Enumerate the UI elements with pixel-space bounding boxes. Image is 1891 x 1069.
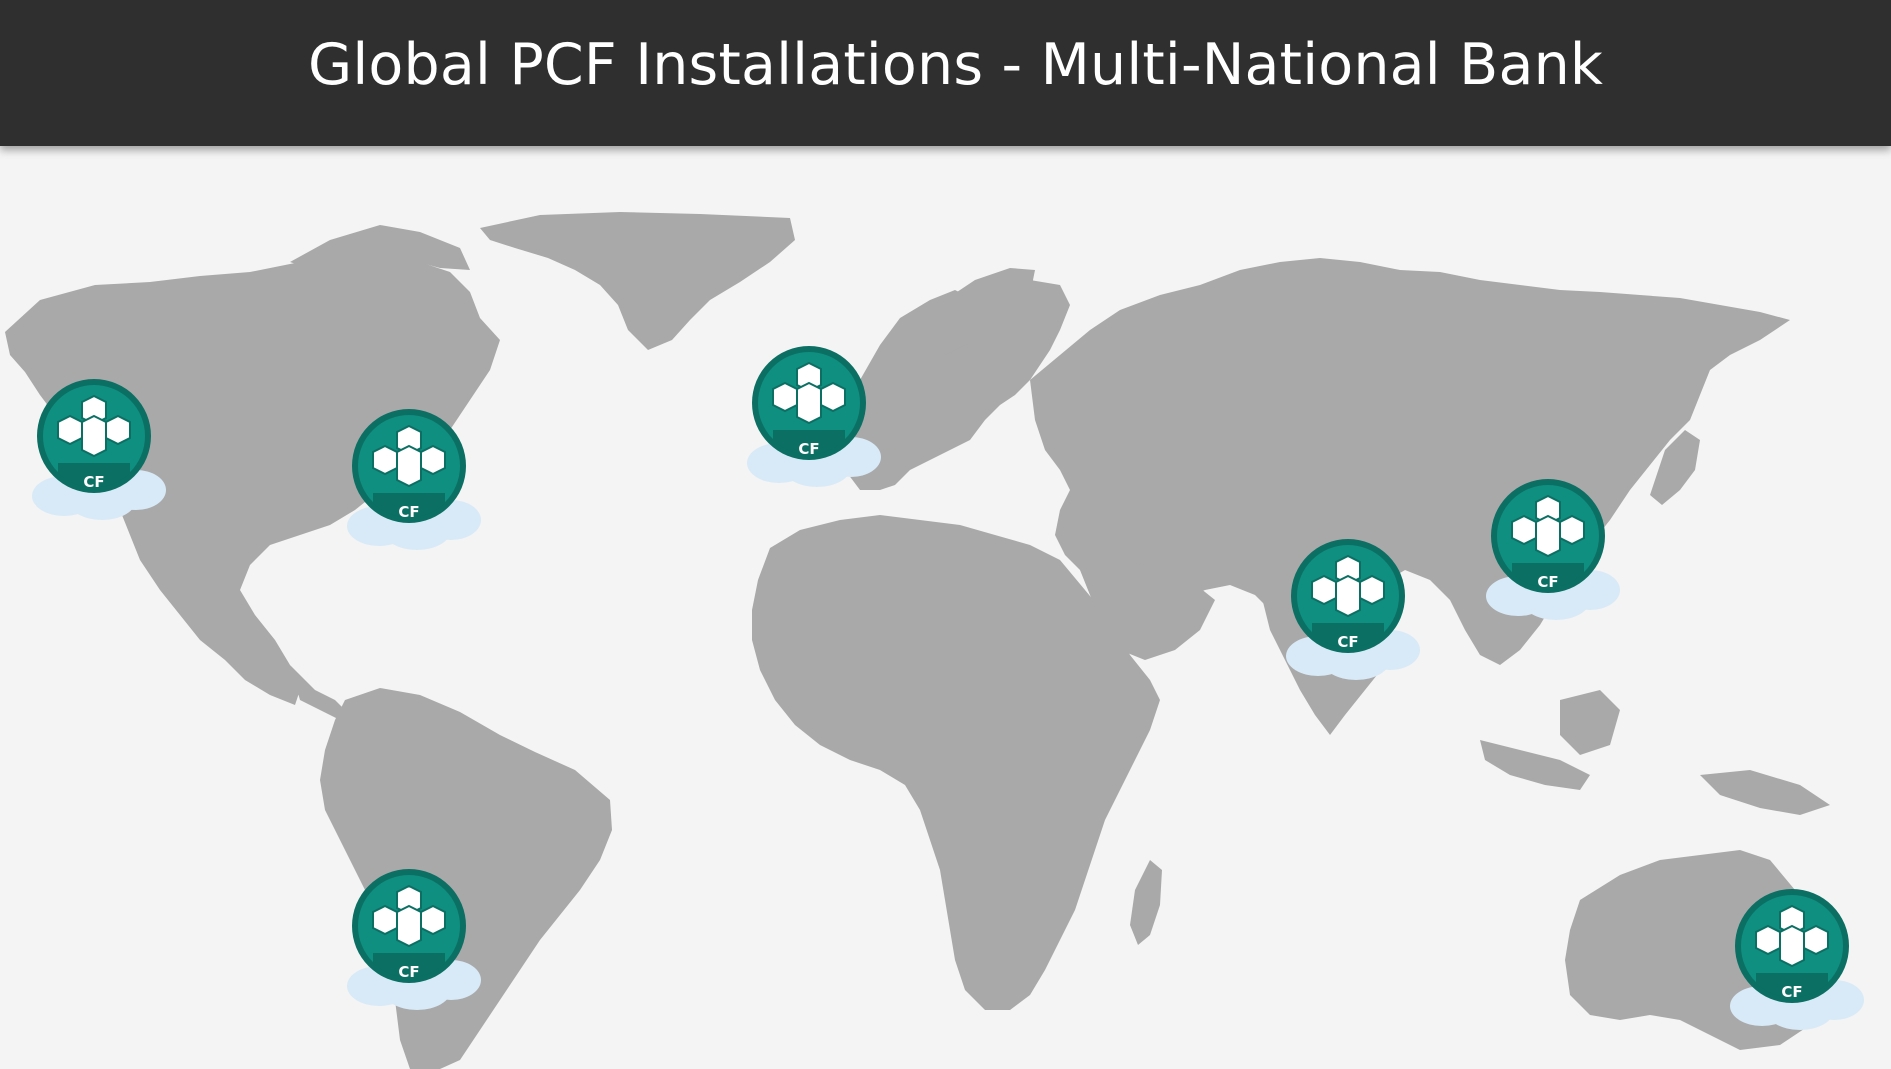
continent-europe bbox=[832, 280, 1070, 490]
page-title: Global PCF Installations - Multi-Nationa… bbox=[308, 32, 1604, 98]
arabian-peninsula bbox=[1080, 560, 1215, 660]
marker-east-asia[interactable]: CF bbox=[1478, 478, 1628, 628]
marker-australia[interactable]: CF bbox=[1722, 888, 1872, 1038]
scandinavia bbox=[920, 268, 1035, 355]
marker-us-west[interactable]: CF bbox=[24, 378, 174, 528]
central-america bbox=[290, 665, 350, 720]
cloud-foundry-icon bbox=[747, 346, 881, 487]
southeast-asia-islands bbox=[1480, 740, 1590, 790]
marker-europe-west[interactable]: CF bbox=[739, 345, 889, 495]
cloud-foundry-icon bbox=[32, 379, 166, 520]
borneo bbox=[1560, 690, 1620, 755]
arctic-islands bbox=[290, 225, 470, 272]
marker-india[interactable]: CF bbox=[1278, 538, 1428, 688]
marker-label: CF bbox=[398, 503, 420, 521]
marker-label: CF bbox=[1781, 983, 1803, 1001]
marker-label: CF bbox=[1537, 573, 1559, 591]
new-guinea bbox=[1700, 770, 1830, 815]
continent-africa bbox=[752, 515, 1160, 1010]
marker-us-east[interactable]: CF bbox=[339, 408, 489, 558]
cloud-foundry-icon bbox=[1730, 889, 1864, 1030]
greenland bbox=[480, 212, 795, 350]
madagascar bbox=[1130, 860, 1162, 945]
cloud-foundry-icon bbox=[347, 409, 481, 550]
cloud-foundry-icon bbox=[1486, 479, 1620, 620]
cloud-foundry-icon bbox=[347, 869, 481, 1010]
continent-asia bbox=[1030, 258, 1790, 690]
japan bbox=[1650, 430, 1700, 505]
continent-north-america bbox=[5, 248, 500, 705]
cloud-foundry-icon bbox=[1286, 539, 1420, 680]
marker-label: CF bbox=[798, 440, 820, 458]
marker-label: CF bbox=[83, 473, 105, 491]
title-bar: Global PCF Installations - Multi-Nationa… bbox=[0, 0, 1891, 146]
marker-label: CF bbox=[398, 963, 420, 981]
marker-label: CF bbox=[1337, 633, 1359, 651]
marker-south-america[interactable]: CF bbox=[339, 868, 489, 1018]
